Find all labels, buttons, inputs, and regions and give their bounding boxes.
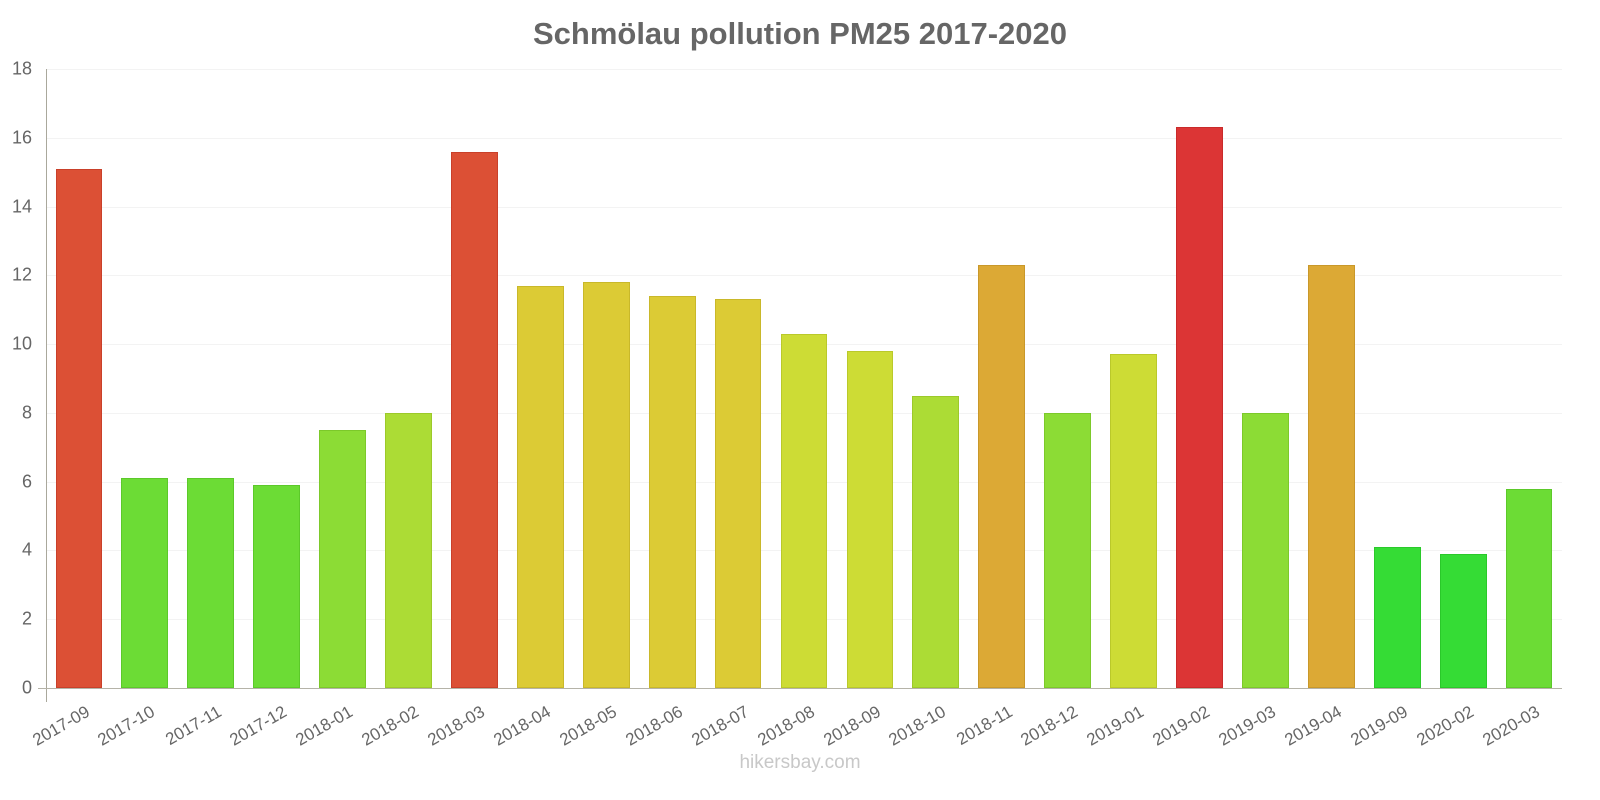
- y-tick-label: 14: [11, 196, 32, 217]
- y-tick-label: 10: [11, 333, 32, 354]
- chart-title: Schmölau pollution PM25 2017-2020: [532, 16, 1068, 51]
- bar-2018-09[interactable]: [846, 351, 894, 688]
- x-tick-label: 2018-12: [1017, 702, 1082, 750]
- x-tick-label: 2019-01: [1083, 702, 1148, 750]
- plot-area: [46, 69, 1562, 688]
- bar-2018-12[interactable]: [1044, 412, 1092, 688]
- x-tick-label: 2018-07: [688, 702, 752, 750]
- y-tick-label: 6: [21, 471, 32, 492]
- x-tick-label: 2018-10: [885, 702, 950, 750]
- x-tick-label: 2018-06: [622, 702, 686, 750]
- x-tick-label: 2019-02: [1149, 702, 1213, 750]
- bar-2019-02[interactable]: [1176, 127, 1223, 688]
- y-tick-label: 8: [21, 402, 32, 423]
- bar-2018-01[interactable]: [319, 430, 366, 688]
- gridline: [46, 275, 1562, 277]
- x-tick-label: 2017-09: [28, 702, 93, 750]
- x-tick-label: 2018-04: [490, 702, 554, 750]
- bar-2018-11[interactable]: [978, 265, 1026, 688]
- x-tick-label: 2018-05: [556, 702, 620, 750]
- y-tick-label: 16: [11, 127, 32, 148]
- x-tick-label: 2018-11: [952, 702, 1016, 750]
- x-tick-label: 2018-08: [753, 702, 818, 750]
- y-tick-label: 0: [21, 677, 32, 698]
- x-axis-line: [38, 688, 1562, 689]
- bar-2018-02[interactable]: [385, 412, 432, 688]
- y-tick-label: 4: [21, 539, 32, 560]
- watermark-footer: hikersbay.com: [739, 752, 861, 773]
- y-tick-label: 12: [11, 264, 32, 285]
- x-tick-label: 2019-03: [1215, 702, 1279, 750]
- bar-2020-03[interactable]: [1505, 488, 1553, 688]
- bar-2018-04[interactable]: [516, 285, 564, 688]
- bar-2018-06[interactable]: [648, 295, 696, 688]
- y-axis-line: [46, 69, 47, 702]
- x-tick-label: 2019-04: [1281, 702, 1345, 750]
- bar-2017-12[interactable]: [253, 485, 301, 688]
- bar-2018-08[interactable]: [780, 333, 828, 688]
- x-tick-label: 2020-03: [1479, 702, 1543, 750]
- gridline: [46, 69, 1562, 70]
- x-tick-label: 2017-11: [161, 702, 225, 750]
- x-tick-label: 2018-01: [292, 702, 357, 750]
- bar-2018-03[interactable]: [451, 151, 498, 688]
- bar-2019-09[interactable]: [1373, 547, 1421, 688]
- bar-2018-05[interactable]: [582, 282, 630, 688]
- y-tick-label: 18: [11, 58, 32, 79]
- bar-2017-09[interactable]: [55, 168, 103, 688]
- x-tick-label: 2018-09: [819, 702, 884, 750]
- x-tick-label: 2018-03: [424, 702, 488, 750]
- x-tick-label: 2019-09: [1347, 702, 1411, 750]
- x-tick-label: 2017-10: [94, 702, 159, 750]
- bar-2019-01[interactable]: [1110, 354, 1157, 688]
- x-tick-label: 2018-02: [358, 702, 423, 750]
- x-tick-label: 2017-12: [226, 702, 291, 750]
- bar-2018-07[interactable]: [714, 299, 762, 688]
- x-tick-label: 2020-02: [1413, 702, 1477, 750]
- bar-2019-04[interactable]: [1307, 265, 1355, 688]
- gridline: [46, 206, 1562, 208]
- bar-2017-10[interactable]: [121, 478, 169, 688]
- y-tick-label: 2: [21, 608, 32, 629]
- bar-2018-10[interactable]: [912, 395, 960, 688]
- gridline: [46, 137, 1562, 139]
- bar-2019-03[interactable]: [1241, 412, 1289, 688]
- bar-2017-11[interactable]: [187, 478, 235, 688]
- bar-2020-02[interactable]: [1439, 553, 1487, 688]
